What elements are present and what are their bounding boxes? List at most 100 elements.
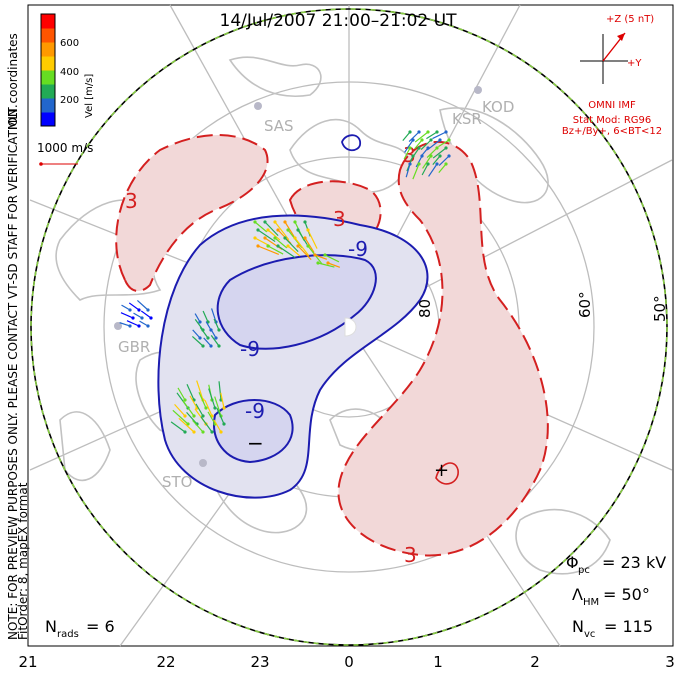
radar-count: N rads = 6	[45, 617, 115, 640]
velocity-vector	[317, 262, 335, 268]
nvc-value: = 115	[604, 617, 653, 636]
side-note-preview-warning: NOTE: FOR PREVIEW PURPOSES ONLY. PLEASE …	[6, 104, 20, 640]
velocity-vector	[170, 421, 186, 433]
nvc-subscript: vc	[584, 629, 595, 640]
velocity-vector	[415, 155, 423, 168]
velocity-vector	[264, 237, 283, 251]
velocity-vector	[404, 139, 414, 153]
velocity-vector	[194, 313, 201, 323]
velocity-vector	[210, 335, 220, 347]
velocity-vector	[314, 254, 328, 260]
velocity-vector	[192, 420, 204, 433]
velocity-vector	[213, 318, 220, 331]
velocity-vector	[257, 229, 276, 243]
velocity-vector	[198, 392, 207, 409]
vector-count: N vc = 115	[572, 617, 653, 640]
lambda-symbol: Λ	[572, 585, 583, 604]
velocity-vector	[438, 163, 447, 173]
velocity-vector	[128, 302, 140, 311]
velocity-vector	[421, 163, 429, 176]
lat-label-50: 50°	[651, 295, 669, 322]
velocity-vector	[426, 131, 438, 140]
velocity-vector	[194, 319, 204, 331]
velocity-vector	[420, 139, 432, 150]
velocity-vector	[189, 395, 198, 409]
lambda-value: = 50°	[603, 585, 650, 604]
velocity-vector	[199, 327, 209, 339]
potential-maximum-marker: +	[434, 460, 449, 481]
radar-stations: SAS KOD KSR GBR STO	[114, 86, 514, 491]
velocity-vector	[405, 163, 411, 178]
map-frame	[27, 4, 674, 647]
contour-label-neg-3: -9	[348, 237, 368, 261]
contour-label-pos-1: 3	[125, 189, 138, 213]
velocity-vector	[214, 396, 222, 417]
velocity-vector	[426, 147, 438, 158]
map-title: 14/Jul/2007 21:00–21:02 UT	[220, 11, 458, 31]
velocity-vector	[297, 245, 312, 261]
velocity-vector	[208, 388, 216, 409]
velocity-vector	[287, 245, 301, 257]
velocity-vector	[254, 221, 268, 233]
velocity-vector	[403, 147, 411, 160]
contour-label-neg-2: -9	[245, 399, 265, 423]
velocity-vector	[294, 237, 310, 257]
mlt-label-3: 3	[665, 653, 675, 671]
velocity-vector	[177, 387, 186, 401]
colorbar-band	[41, 42, 55, 57]
velocity-vector	[432, 131, 447, 140]
colorbar-tick-600: 600	[60, 38, 79, 49]
velocity-vector	[274, 237, 288, 249]
velocity-vector	[139, 320, 149, 327]
velocity-vectors	[119, 130, 451, 434]
mlt-axis: 21 22 23 0 1 2 3	[18, 653, 674, 671]
nrads-value: = 6	[86, 617, 115, 636]
velocity-vector	[438, 139, 450, 148]
lambda-subscript: HM	[583, 597, 599, 608]
velocity-vector	[174, 404, 186, 417]
heppner-maynard-boundary: Λ HM = 50°	[572, 585, 650, 608]
hm-boundary	[30, 8, 668, 646]
velocity-vector	[297, 229, 308, 245]
negative-potential-cell	[157, 134, 429, 499]
colorbar-band	[41, 14, 55, 29]
velocity-vector	[432, 147, 447, 159]
velocity-vector	[304, 237, 315, 253]
velocity-vector	[120, 312, 134, 319]
station-gbr: GBR	[118, 338, 150, 356]
phi-subscript: pc	[578, 565, 590, 576]
colorbar-band	[41, 28, 55, 43]
imf-conditions: Bz+/By+, 6<BT<12	[562, 126, 662, 137]
velocity-colorbar	[40, 13, 56, 127]
colorbar-band	[41, 98, 55, 113]
mlt-label-23: 23	[250, 653, 269, 671]
imf-stat-model: Stat Mod: RG96	[573, 115, 652, 126]
velocity-vector	[432, 155, 441, 165]
velocity-vector	[204, 400, 213, 417]
velocity-vector	[196, 380, 204, 401]
potential-minimum-marker: −	[247, 431, 264, 455]
imf-clock-diagram	[580, 32, 628, 84]
velocity-vector	[210, 329, 217, 339]
station-sas: SAS	[264, 117, 294, 135]
velocity-vector	[213, 419, 222, 433]
velocity-vector	[410, 147, 420, 161]
velocity-vector	[119, 322, 131, 327]
velocity-vector	[126, 320, 140, 327]
side-note-fit-order: FitOrder: 8, mapEX format	[16, 482, 30, 640]
velocity-vector	[277, 245, 296, 259]
velocity-vector	[284, 221, 295, 237]
velocity-vector	[202, 310, 209, 323]
velocity-vector	[414, 139, 423, 149]
colorbar-band	[41, 70, 55, 85]
velocity-vector	[327, 262, 341, 268]
side-note-coordinates: MLT coordinates	[6, 33, 20, 130]
velocity-vector	[264, 221, 279, 237]
phi-value: = 23 kV	[602, 553, 666, 572]
nrads-symbol: N	[45, 617, 57, 636]
velocity-vector	[178, 417, 195, 433]
velocity-vector	[191, 335, 204, 347]
contour-label-pos-3: 3	[404, 543, 417, 567]
velocity-vector	[414, 131, 429, 143]
